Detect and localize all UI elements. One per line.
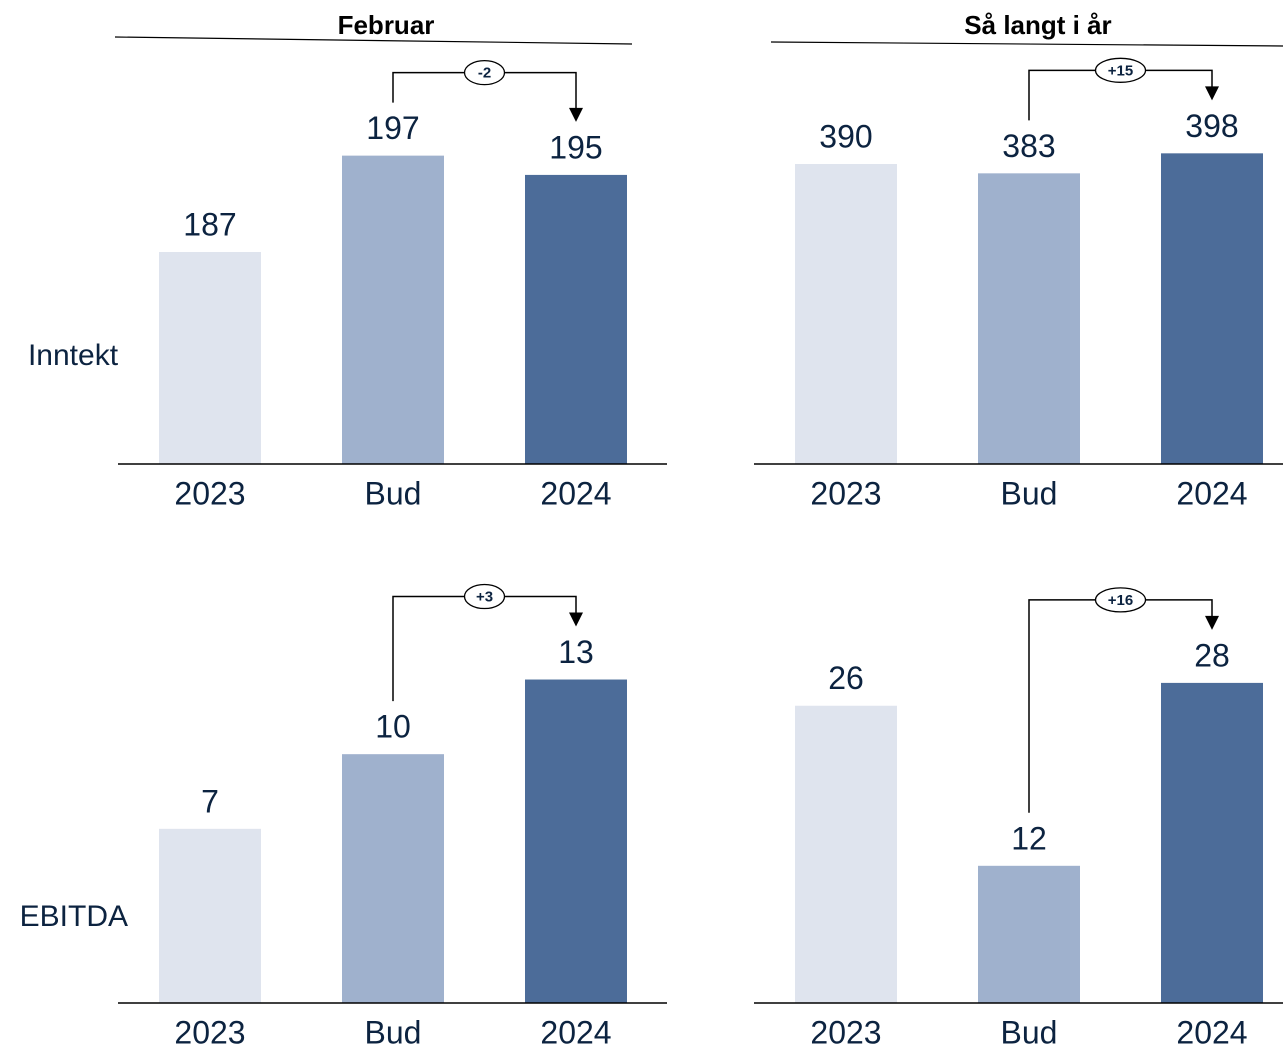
bar — [1161, 682, 1263, 1003]
delta-badge — [463, 59, 506, 86]
delta-badge — [1094, 57, 1147, 83]
x-tick-label: Bud — [365, 1014, 422, 1050]
value-label: 7 — [201, 783, 219, 819]
value-label: 26 — [828, 660, 864, 696]
value-label: 383 — [1002, 128, 1055, 164]
bar — [342, 155, 444, 465]
bar — [525, 174, 627, 464]
value-label: 197 — [366, 110, 419, 146]
delta-badge — [1094, 587, 1147, 613]
delta-label: +16 — [1108, 592, 1133, 609]
x-tick-label: 2024 — [1176, 1014, 1247, 1050]
bar — [1161, 153, 1263, 465]
value-label: 398 — [1185, 108, 1238, 144]
value-label: 12 — [1011, 820, 1047, 856]
x-tick-label: 2024 — [1176, 475, 1247, 511]
value-label: 390 — [819, 118, 872, 154]
x-tick-label: 2024 — [540, 1014, 611, 1050]
x-tick-label: 2024 — [540, 475, 611, 511]
delta-label: -2 — [478, 65, 491, 82]
value-label: 28 — [1194, 637, 1230, 673]
arrow-head — [1205, 86, 1219, 101]
x-tick-label: 2023 — [810, 1014, 881, 1050]
row-label: Inntekt — [28, 339, 119, 372]
x-tick-label: 2023 — [174, 1014, 245, 1050]
x-tick-label: Bud — [1001, 1014, 1058, 1050]
row-label: EBITDA — [20, 900, 128, 933]
delta-label: +15 — [1108, 62, 1133, 79]
value-label: 195 — [549, 129, 602, 165]
x-tick-label: 2023 — [174, 475, 245, 511]
bar — [978, 865, 1080, 1003]
arrow-head — [569, 107, 583, 122]
bar — [795, 164, 897, 464]
bar — [525, 679, 627, 1003]
bar — [978, 173, 1080, 465]
x-tick-label: Bud — [1001, 475, 1058, 511]
bar — [342, 754, 444, 1003]
arrow-head — [569, 612, 583, 627]
header-rule — [114, 36, 633, 45]
delta-badge — [463, 583, 506, 610]
column-title: Februar — [338, 10, 435, 40]
bar — [159, 828, 261, 1003]
value-label: 10 — [375, 709, 411, 745]
x-tick-label: 2023 — [810, 475, 881, 511]
value-label: 13 — [558, 634, 594, 670]
arrow-head — [1205, 615, 1219, 630]
x-tick-label: Bud — [365, 475, 422, 511]
delta-label: +3 — [476, 588, 493, 605]
bar — [795, 705, 897, 1003]
column-title: Så langt i år — [964, 10, 1111, 40]
value-label: 187 — [183, 206, 236, 242]
bar — [159, 252, 261, 464]
header-rule — [770, 41, 1283, 47]
